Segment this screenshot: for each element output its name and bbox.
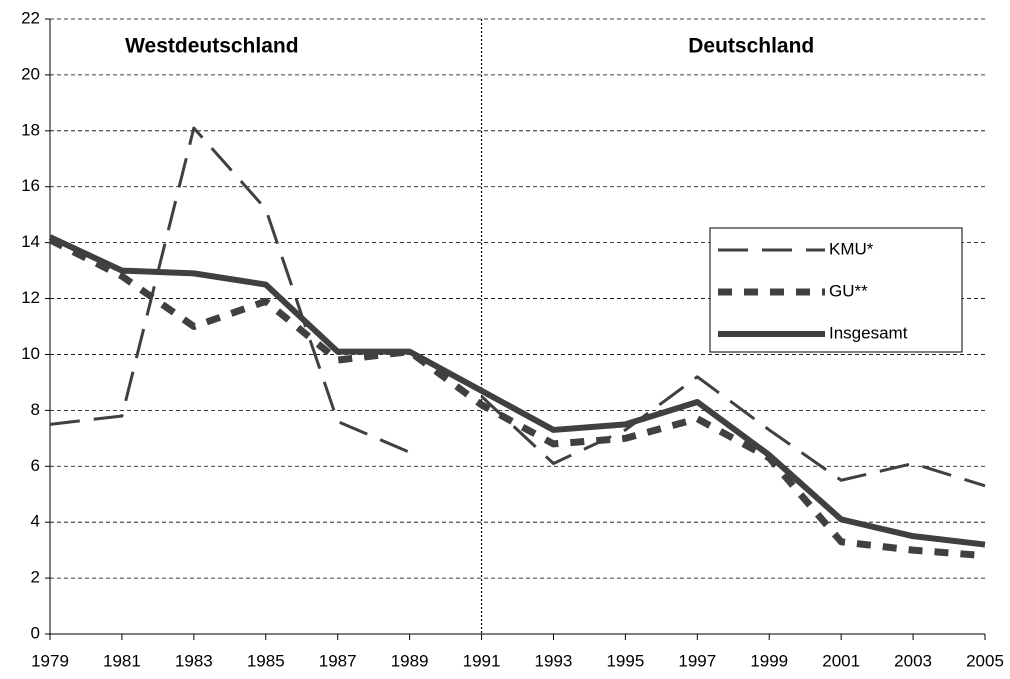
y-tick-label: 0	[31, 623, 40, 642]
x-tick-label: 1993	[535, 651, 573, 670]
y-tick-label: 22	[21, 8, 40, 27]
y-tick-label: 14	[21, 232, 40, 251]
x-tick-label: 1987	[319, 651, 357, 670]
y-tick-label: 10	[21, 344, 40, 363]
x-tick-label: 1997	[678, 651, 716, 670]
legend-label: Insgesamt	[829, 323, 908, 342]
x-tick-label: 1995	[606, 651, 644, 670]
y-tick-label: 6	[31, 456, 40, 475]
series-line	[49, 126, 986, 488]
y-tick-label: 20	[21, 64, 40, 83]
x-tick-label: 1979	[31, 651, 69, 670]
series-line	[48, 234, 986, 548]
x-tick-label: 1985	[247, 651, 285, 670]
legend-label: GU**	[829, 281, 868, 300]
x-tick-label: 2003	[894, 651, 932, 670]
x-tick-label: 1999	[750, 651, 788, 670]
y-tick-label: 2	[31, 568, 40, 587]
annotation: Westdeutschland	[125, 35, 298, 58]
x-tick-label: 1983	[175, 651, 213, 670]
x-tick-label: 2001	[822, 651, 860, 670]
x-tick-label: 2005	[966, 651, 1004, 670]
x-tick-label: 1981	[103, 651, 141, 670]
y-tick-label: 8	[31, 400, 40, 419]
y-tick-label: 12	[21, 288, 40, 307]
legend-label: KMU*	[829, 239, 874, 258]
x-tick-label: 1991	[463, 651, 501, 670]
y-tick-label: 16	[21, 176, 40, 195]
annotation: Deutschland	[688, 35, 814, 58]
y-tick-label: 4	[31, 512, 40, 531]
y-tick-label: 18	[21, 120, 40, 139]
x-tick-label: 1989	[391, 651, 429, 670]
